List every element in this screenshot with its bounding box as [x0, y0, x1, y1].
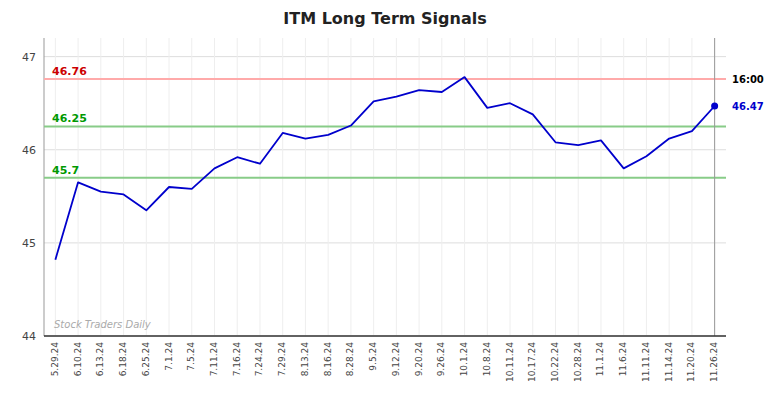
- grid-line-x: [100, 38, 101, 336]
- reference-line: [44, 177, 726, 179]
- grid-line-x: [373, 38, 374, 336]
- x-axis-line: [44, 335, 726, 337]
- x-tick-label: 6.25.24: [141, 342, 151, 377]
- grid-line-x: [487, 38, 488, 336]
- annotation: 46.47: [732, 101, 764, 112]
- grid-line-x: [578, 38, 579, 336]
- grid-line-x: [691, 38, 692, 336]
- reference-line: [44, 78, 726, 80]
- grid-line-x: [669, 38, 670, 336]
- title: ITM Long Term Signals: [283, 9, 486, 28]
- x-tick-label: 10.22.24: [550, 342, 560, 382]
- grid-line: [44, 336, 726, 337]
- grid-line-x: [510, 38, 511, 336]
- x-tick-label: 9.20.24: [414, 342, 424, 377]
- y-tick-label: 44: [22, 330, 36, 343]
- x-tick-label: 7.16.24: [232, 342, 242, 377]
- x-tick-label: 7.5.24: [186, 342, 196, 371]
- x-tick-label: 8.16.24: [323, 342, 333, 377]
- grid-line-x: [328, 38, 329, 336]
- x-tick-label: 7.1.24: [164, 342, 174, 371]
- reference-label: 46.76: [52, 65, 87, 78]
- x-tick-label: 9.12.24: [391, 342, 401, 377]
- grid-line-x: [282, 38, 283, 336]
- grid-line-x: [464, 38, 465, 336]
- x-tick-label: 10.1.24: [459, 342, 469, 377]
- y-axis-line: [44, 38, 45, 336]
- x-tick-label: 11.14.24: [664, 342, 674, 382]
- reference-label: 46.25: [52, 112, 87, 125]
- x-tick-label: 6.10.24: [73, 342, 83, 377]
- x-tick-label: 6.13.24: [95, 342, 105, 377]
- x-tick-label: 10.11.24: [505, 342, 515, 382]
- y-tick-label: 46: [22, 144, 36, 157]
- grid-line-x: [259, 38, 260, 336]
- x-tick-label: 11.20.24: [686, 342, 696, 382]
- x-tick-label: 7.24.24: [254, 342, 264, 377]
- last-point-line: [714, 38, 715, 336]
- x-tick-label: 10.17.24: [527, 342, 537, 382]
- x-tick-label: 10.28.24: [573, 342, 583, 382]
- grid-line-x: [441, 38, 442, 336]
- x-tick-label: 11.11.24: [641, 342, 651, 382]
- grid-line-x: [55, 38, 56, 336]
- grid-line-x: [555, 38, 556, 336]
- grid-line-x: [191, 38, 192, 336]
- reference-label: 45.7: [52, 164, 79, 177]
- x-tick-label: 7.29.24: [277, 342, 287, 377]
- y-tick-label: 45: [22, 237, 36, 250]
- x-tick-label: 8.13.24: [300, 342, 310, 377]
- series-line: [55, 77, 714, 260]
- x-tick-label: 5.29.24: [50, 342, 60, 377]
- grid-line-x: [396, 38, 397, 336]
- watermark: Stock Traders Daily: [54, 319, 152, 330]
- plot-area: [44, 38, 726, 336]
- grid: [44, 38, 726, 336]
- grid-line-x: [146, 38, 147, 336]
- grid-line-x: [532, 38, 533, 336]
- grid-line-x: [305, 38, 306, 336]
- x-tick-label: 7.11.24: [209, 342, 219, 377]
- x-tick-label: 11.6.24: [618, 342, 628, 377]
- grid-line-x: [600, 38, 601, 336]
- annotation: 16:00: [732, 74, 764, 85]
- x-tick-label: 6.18.24: [118, 342, 128, 377]
- grid-line-x: [78, 38, 79, 336]
- grid-line-x: [123, 38, 124, 336]
- grid-line-x: [419, 38, 420, 336]
- grid-line-x: [623, 38, 624, 336]
- grid-line-x: [237, 38, 238, 336]
- last-point: [711, 102, 718, 109]
- x-tick-label: 11.1.24: [595, 342, 605, 377]
- grid-line-x: [646, 38, 647, 336]
- x-tick-label: 10.8.24: [482, 342, 492, 377]
- x-tick-label: 8.28.24: [345, 342, 355, 377]
- x-tick-label: 9.26.24: [436, 342, 446, 377]
- grid-line-x: [350, 38, 351, 336]
- x-tick-label: 9.5.24: [368, 342, 378, 371]
- y-tick-label: 47: [22, 51, 36, 64]
- x-tick-label: 11.26.24: [709, 342, 719, 382]
- reference-line: [44, 125, 726, 127]
- grid-line-x: [214, 38, 215, 336]
- grid-line-x: [714, 38, 715, 336]
- chart: ITM Long Term Signals 44 45 46 47 Stock Trade…: [0, 0, 784, 398]
